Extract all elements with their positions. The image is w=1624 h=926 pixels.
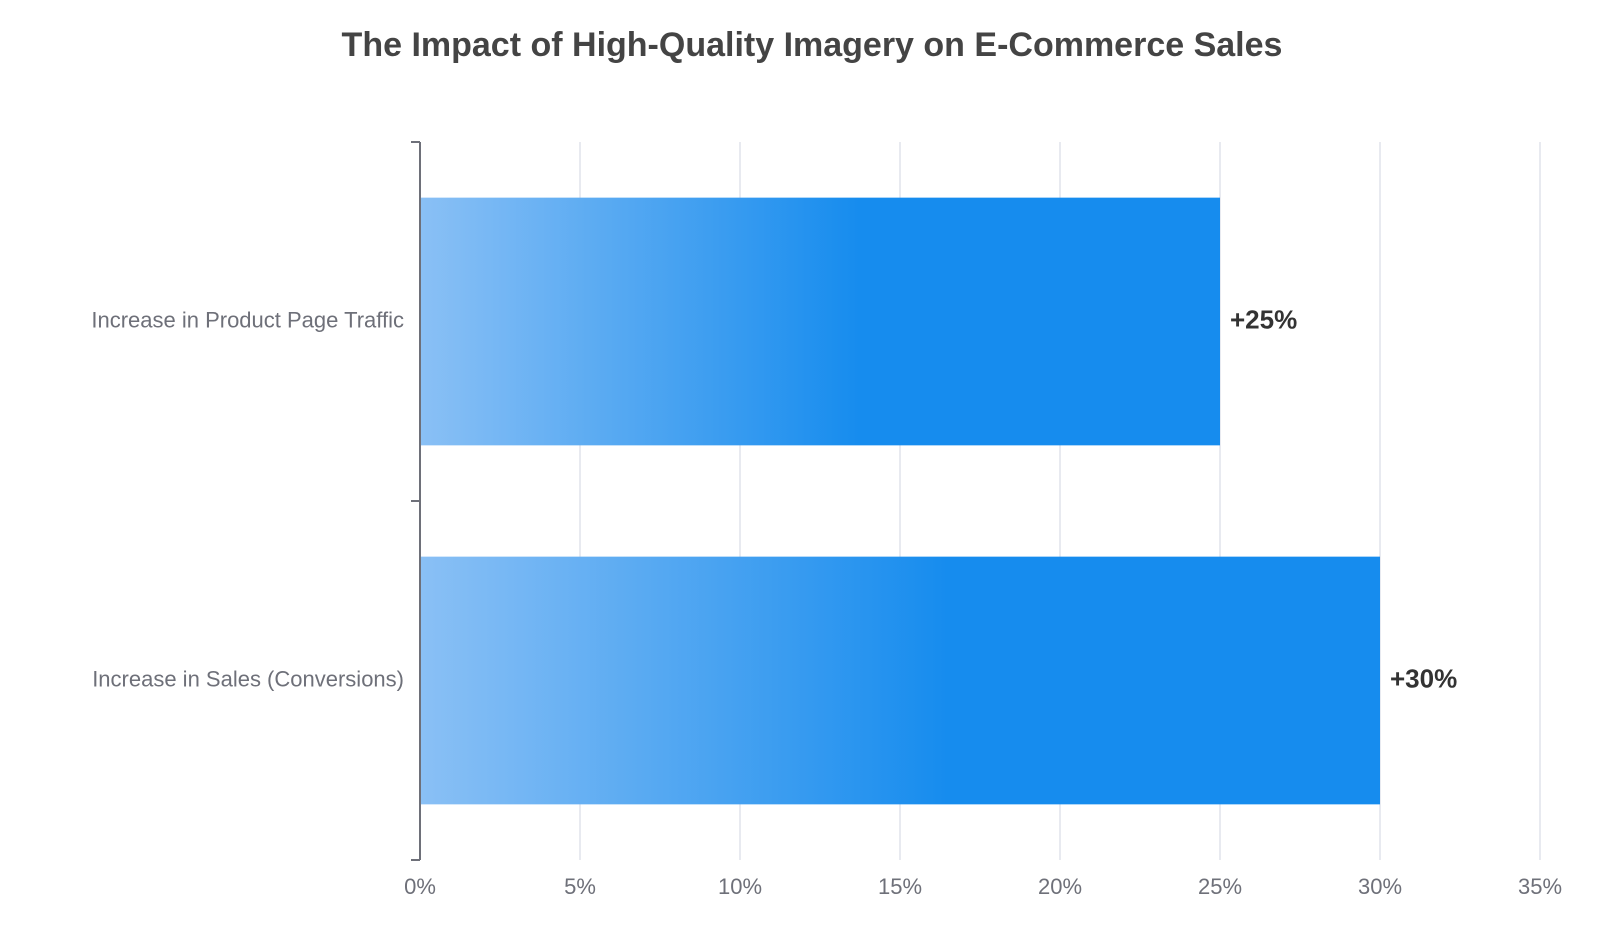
- x-tick-labels: 0% 5% 10% 15% 20% 25% 30% 35%: [404, 874, 1562, 899]
- bars: [420, 197, 1380, 805]
- data-labels: +25% +30%: [1230, 304, 1457, 693]
- x-tick-label-1: 5%: [564, 874, 596, 899]
- chart-title: The Impact of High-Quality Imagery on E-…: [341, 26, 1283, 64]
- x-tick-label-0: 0%: [404, 874, 436, 899]
- bar-1: [420, 556, 1380, 805]
- x-tick-label-4: 20%: [1038, 874, 1082, 899]
- x-tick-label-5: 25%: [1198, 874, 1242, 899]
- x-tick-label-2: 10%: [718, 874, 762, 899]
- category-label-0: Increase in Product Page Traffic: [91, 307, 404, 332]
- category-label-1: Increase in Sales (Conversions): [92, 666, 404, 691]
- bar-0: [420, 197, 1220, 446]
- x-tick-label-3: 15%: [878, 874, 922, 899]
- x-tick-label-7: 35%: [1518, 874, 1562, 899]
- x-tick-label-6: 30%: [1358, 874, 1402, 899]
- data-label-0: +25%: [1230, 304, 1297, 334]
- data-label-1: +30%: [1390, 663, 1457, 693]
- y-axis: [411, 141, 421, 861]
- category-labels: Increase in Product Page Traffic Increase…: [91, 307, 404, 691]
